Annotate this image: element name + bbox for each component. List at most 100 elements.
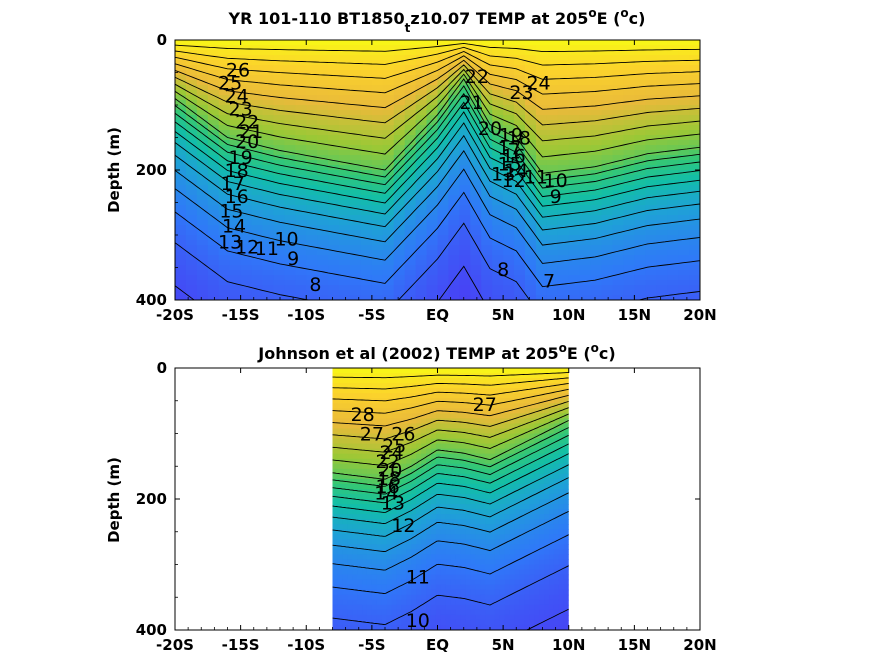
field-cell	[381, 534, 388, 540]
field-cell	[337, 378, 343, 384]
field-cell	[306, 165, 318, 171]
field-cell	[579, 185, 592, 191]
field-cell	[557, 210, 570, 216]
field-cell	[492, 160, 504, 166]
field-cell	[360, 40, 373, 46]
field-cell	[470, 509, 476, 515]
field-cell	[656, 215, 668, 221]
field-cell	[371, 418, 378, 425]
field-cell	[475, 483, 481, 490]
contour-label: 10	[274, 228, 298, 250]
field-cell	[175, 270, 187, 276]
field-cell	[634, 210, 646, 216]
field-cell	[396, 599, 403, 606]
field-cell	[229, 110, 242, 116]
field-cell	[357, 534, 363, 540]
field-cell	[450, 549, 457, 556]
field-cell	[411, 504, 417, 510]
field-cell	[229, 225, 242, 231]
field-cell	[218, 100, 231, 106]
field-cell	[448, 220, 460, 226]
field-cell	[371, 50, 384, 56]
field-cell	[185, 80, 198, 86]
field-cell	[440, 448, 447, 455]
field-cell	[534, 544, 540, 550]
field-cell	[415, 295, 428, 300]
field-cell	[339, 170, 351, 176]
field-cell	[689, 180, 700, 186]
field-cell	[448, 205, 460, 211]
field-cell	[503, 185, 515, 191]
field-cell	[337, 554, 343, 561]
field-cell	[382, 75, 395, 81]
field-cell	[342, 589, 348, 596]
contour-label: 7	[543, 271, 555, 293]
field-cell	[470, 250, 482, 256]
field-cell	[317, 175, 329, 181]
field-cell	[689, 130, 700, 136]
field-cell	[360, 275, 373, 281]
field-cell	[229, 290, 242, 296]
field-cell	[448, 275, 460, 281]
field-cell	[480, 609, 486, 616]
field-cell	[689, 45, 700, 51]
field-cell	[499, 458, 506, 465]
field-cell	[459, 225, 471, 231]
field-cell	[504, 514, 511, 520]
field-cell	[623, 55, 635, 61]
field-cell	[391, 453, 398, 460]
field-cell	[421, 378, 427, 384]
field-cell	[450, 589, 457, 596]
field-cell	[401, 453, 407, 460]
field-cell	[492, 290, 504, 296]
field-cell	[519, 499, 526, 505]
field-cell	[401, 408, 407, 414]
field-cell	[415, 110, 428, 116]
field-cell	[656, 225, 668, 231]
field-cell	[251, 205, 264, 211]
field-cell	[525, 125, 537, 131]
field-cell	[525, 65, 537, 71]
field-cell	[437, 200, 450, 206]
field-cell	[347, 504, 353, 510]
field-cell	[366, 418, 373, 425]
field-cell	[485, 383, 491, 389]
field-cell	[342, 448, 348, 455]
field-cell	[360, 265, 373, 271]
field-cell	[534, 373, 540, 379]
field-cell	[524, 373, 530, 379]
field-cell	[546, 270, 559, 276]
field-cell	[465, 438, 471, 445]
field-cell	[342, 499, 348, 505]
field-cell	[382, 100, 395, 106]
field-cell	[376, 574, 383, 581]
field-cell	[175, 160, 187, 166]
field-cell	[218, 220, 231, 226]
field-cell	[396, 564, 403, 571]
field-cell	[426, 574, 432, 581]
field-cell	[492, 155, 504, 161]
field-cell	[534, 529, 540, 535]
field-cell	[539, 413, 545, 419]
field-cell	[579, 115, 592, 121]
field-cell	[262, 230, 275, 236]
field-cell	[430, 443, 437, 450]
field-cell	[339, 200, 351, 206]
field-cell	[450, 398, 457, 404]
field-cell	[415, 70, 428, 76]
field-cell	[524, 624, 530, 630]
field-cell	[514, 594, 521, 601]
field-cell	[371, 383, 378, 389]
field-cell	[306, 295, 318, 300]
field-cell	[514, 589, 521, 596]
field-cell	[229, 260, 242, 266]
field-cell	[475, 564, 481, 571]
field-cell	[450, 499, 457, 505]
field-cell	[415, 220, 428, 226]
field-cell	[406, 453, 412, 460]
field-cell	[317, 260, 329, 266]
field-cell	[549, 423, 555, 430]
field-cell	[240, 155, 253, 161]
field-cell	[376, 609, 383, 616]
field-cell	[494, 388, 501, 394]
